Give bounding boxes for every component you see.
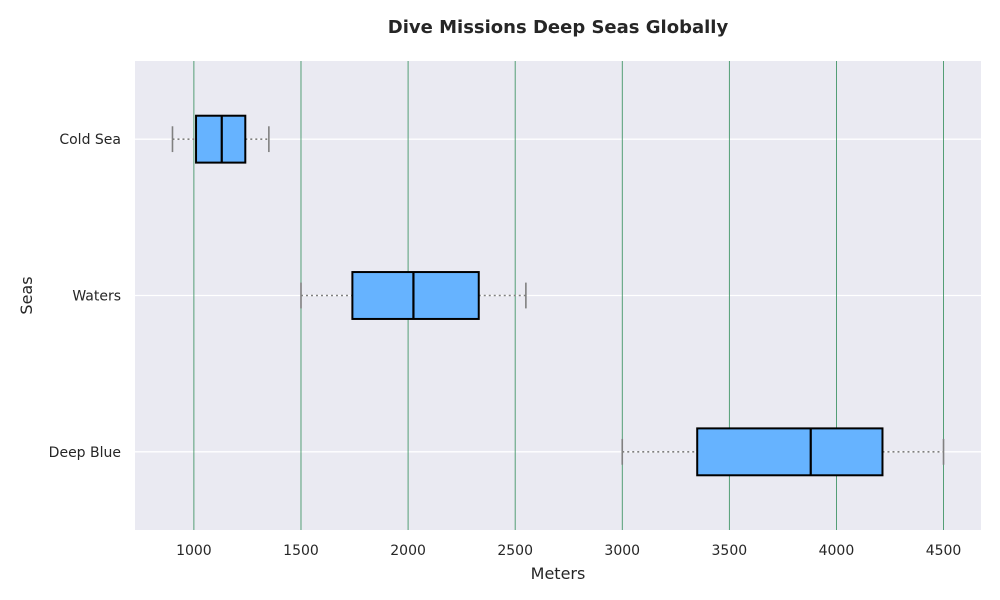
box-layer [171,114,945,477]
box-group [300,271,527,320]
x-tick-label: 2500 [497,543,533,559]
box-rect [696,427,884,477]
tick-layer: Deep Blue Waters Cold Sea 1000 1500 2000 2500 3… [49,132,962,559]
y-tick-label: Cold Sea [59,132,121,148]
box-group [621,427,945,477]
y-axis-title: Seas [17,276,36,314]
x-tick-label: 4000 [819,543,855,559]
x-tick-label: 3500 [712,543,748,559]
x-tick-label: 1000 [176,543,212,559]
box-group [171,114,270,164]
y-tick-label: Waters [72,289,121,305]
x-tick-label: 2000 [390,543,426,559]
x-tick-label: 4500 [926,543,962,559]
x-tick-label: 3000 [604,543,640,559]
chart-title: Dive Missions Deep Seas Globally [388,17,729,38]
y-tick-label: Deep Blue [49,445,121,461]
box-rect [351,271,480,320]
x-tick-label: 1500 [283,543,319,559]
x-axis-title: Meters [531,564,586,583]
